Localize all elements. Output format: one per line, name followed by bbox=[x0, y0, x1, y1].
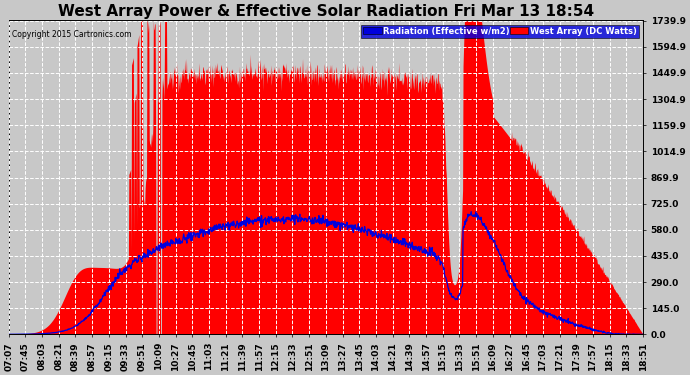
Title: West Array Power & Effective Solar Radiation Fri Mar 13 18:54: West Array Power & Effective Solar Radia… bbox=[58, 4, 594, 19]
Text: Copyright 2015 Cartronics.com: Copyright 2015 Cartronics.com bbox=[12, 30, 131, 39]
Legend: Radiation (Effective w/m2), West Array (DC Watts): Radiation (Effective w/m2), West Array (… bbox=[362, 24, 639, 38]
